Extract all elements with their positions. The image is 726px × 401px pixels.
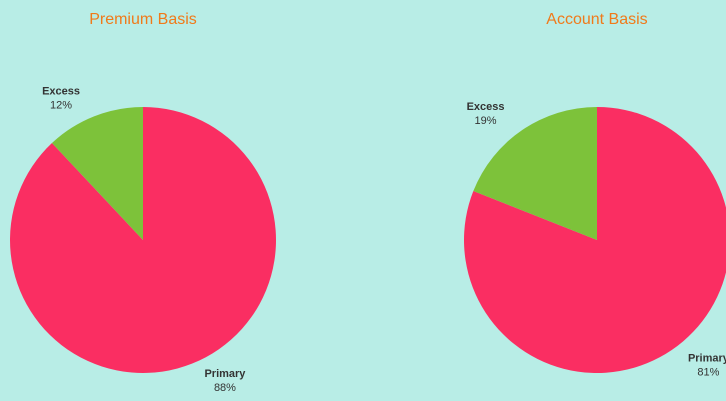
slice-value-label: 88%: [214, 382, 236, 394]
slice-value-label: 19%: [475, 115, 497, 127]
slice-value-label: 81%: [697, 367, 719, 379]
slice-label: Primary: [688, 353, 726, 365]
chart-title: Account Basis: [546, 11, 647, 28]
slice-label: Primary: [204, 368, 246, 380]
pie-slice: [473, 107, 597, 240]
pie-slice: [51, 107, 144, 240]
slice-value-label: 12%: [50, 100, 72, 112]
chart-title: Premium Basis: [89, 11, 197, 28]
pie-slice: [464, 107, 726, 373]
slice-label: Excess: [42, 86, 80, 98]
slice-label: Excess: [467, 101, 505, 113]
